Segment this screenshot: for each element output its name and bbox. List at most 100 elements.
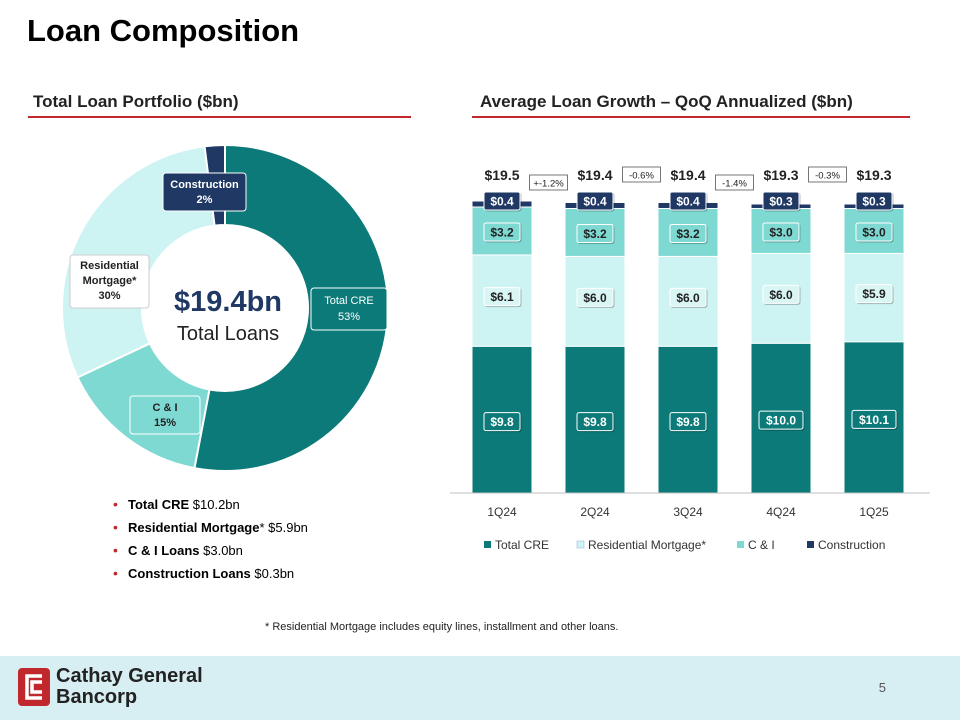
right-section-title: Average Loan Growth – QoQ Annualized ($b…	[480, 92, 853, 111]
stacked-bar-chart: $9.8 $6.1 $3.2 $0.4 $19.5 1Q24 $9.8 $6.0 $3.2 $0.…	[450, 166, 930, 552]
label-cre-4Q24-text: $10.0	[766, 414, 796, 428]
label-ci-3Q24: $3.2	[669, 223, 707, 243]
label-cre-1Q25-text: $10.1	[859, 413, 889, 427]
label-cre-2Q24: $9.8	[576, 412, 614, 432]
footnote: * Residential Mortgage includes equity l…	[265, 621, 619, 633]
label-construction-4Q24: $0.3	[762, 191, 800, 211]
legend-label-construction: Construction	[818, 538, 885, 552]
label-cre-3Q24-text: $9.8	[676, 415, 700, 429]
label-residential-1Q24-text: $6.1	[490, 290, 514, 304]
bar-total-1Q24: $19.5	[484, 167, 519, 183]
company-logo-text: Cathay General Bancorp	[56, 666, 203, 708]
label-construction-2Q24-text: $0.4	[583, 195, 607, 209]
donut-label-residential-pct: 30%	[98, 290, 120, 302]
label-cre-4Q24: $10.0	[758, 410, 804, 430]
growth-label-1: -0.6%	[622, 166, 661, 183]
bar-total-3Q24: $19.4	[670, 167, 705, 183]
label-cre-3Q24: $9.8	[669, 412, 707, 432]
label-residential-1Q25-text: $5.9	[862, 287, 886, 301]
footer-bar: Cathay General Bancorp 5	[0, 656, 960, 720]
legend-label-residential: Residential Mortgage*	[588, 538, 706, 552]
page-number: 5	[878, 680, 886, 695]
label-residential-1Q25: $5.9	[855, 284, 893, 304]
donut-label-residential-name-1: Residential	[80, 260, 139, 272]
label-cre-1Q25: $10.1	[851, 409, 897, 429]
donut-label-cre-pct: 53%	[338, 311, 360, 323]
legend-item-residential: Residential Mortgage*	[576, 538, 706, 552]
donut-label-ci: C & I 15%	[129, 395, 201, 435]
right-section-rule	[472, 116, 910, 118]
bullet-construction-bold: Construction Loans	[128, 566, 251, 581]
growth-label-text-2: -1.4%	[722, 179, 747, 190]
bullet-ci-value: $3.0bn	[199, 543, 243, 558]
left-section-title: Total Loan Portfolio ($bn)	[33, 92, 239, 111]
bullet-ci: C & I Loans $3.0bn	[112, 541, 308, 564]
legend-swatch-cre	[484, 541, 491, 548]
donut-label-construction: Construction 2%	[162, 172, 247, 212]
bar-total-2Q24: $19.4	[577, 167, 612, 183]
label-residential-1Q24: $6.1	[483, 287, 521, 307]
legend-label-ci: C & I	[748, 538, 775, 552]
label-ci-1Q24-text: $3.2	[490, 225, 514, 239]
bullet-construction: Construction Loans $0.3bn	[112, 564, 308, 587]
bar-total-4Q24: $19.3	[763, 167, 798, 183]
donut-label-construction-pct: 2%	[197, 194, 213, 206]
label-residential-3Q24-text: $6.0	[676, 291, 700, 305]
donut-label-ci-pct: 15%	[154, 417, 176, 429]
label-layer: $9.8 $6.1 $3.2 $0.4 $19.5 1Q24 $9.8 $6.0 $3.2 $0.…	[483, 166, 897, 519]
growth-label-text-3: -0.3%	[815, 171, 840, 182]
donut-label-residential: Residential Mortgage* 30%	[69, 254, 150, 309]
donut-label-cre: Total CRE 53%	[310, 287, 388, 331]
label-residential-2Q24: $6.0	[576, 287, 614, 307]
label-residential-4Q24: $6.0	[762, 284, 800, 304]
label-ci-1Q25-text: $3.0	[862, 225, 886, 239]
growth-label-text-1: -0.6%	[629, 171, 654, 182]
bar-layer	[471, 200, 905, 494]
label-construction-3Q24: $0.4	[669, 191, 707, 211]
label-construction-1Q25: $0.3	[855, 191, 893, 211]
label-cre-1Q24-text: $9.8	[490, 415, 514, 429]
growth-label-0: +-1.2%	[529, 174, 568, 191]
label-ci-2Q24-text: $3.2	[583, 227, 607, 241]
legend-item-cre: Total CRE	[484, 538, 549, 552]
donut-label-residential-name-2: Mortgage*	[83, 275, 138, 287]
label-construction-4Q24-text: $0.3	[769, 195, 793, 209]
bullet-cre-value: $10.2bn	[189, 497, 240, 512]
label-ci-3Q24-text: $3.2	[676, 227, 700, 241]
bullet-residential-bold: Residential Mortgage	[128, 520, 260, 535]
x-tick-3Q24: 3Q24	[673, 505, 703, 519]
growth-label-text-0: +-1.2%	[533, 179, 564, 190]
bullet-residential: Residential Mortgage* $5.9bn	[112, 518, 308, 541]
x-tick-1Q25: 1Q25	[859, 505, 889, 519]
bullet-cre: Total CRE $10.2bn	[112, 495, 308, 518]
x-tick-1Q24: 1Q24	[487, 505, 517, 519]
label-cre-2Q24-text: $9.8	[583, 415, 607, 429]
cathay-logo-icon	[18, 668, 50, 706]
donut-slice-cre	[193, 143, 389, 472]
label-ci-2Q24: $3.2	[576, 223, 614, 243]
legend-item-ci: C & I	[737, 538, 775, 552]
donut-label-construction-name: Construction	[170, 179, 239, 191]
bullet-construction-value: $0.3bn	[250, 566, 295, 581]
x-tick-4Q24: 4Q24	[766, 505, 796, 519]
label-ci-1Q25: $3.0	[855, 222, 893, 242]
growth-label-3: -0.3%	[808, 166, 847, 183]
growth-label-2: -1.4%	[715, 174, 754, 191]
donut-labels: Construction 2% Residential Mortgage* 30…	[69, 172, 388, 435]
legend-swatch-residential	[576, 540, 585, 549]
label-residential-2Q24-text: $6.0	[583, 291, 607, 305]
donut-label-ci-name: C & I	[152, 402, 177, 414]
label-construction-1Q25-text: $0.3	[862, 195, 886, 209]
label-cre-1Q24: $9.8	[483, 412, 521, 432]
x-tick-2Q24: 2Q24	[580, 505, 610, 519]
label-construction-1Q24-text: $0.4	[490, 195, 514, 209]
label-ci-4Q24: $3.0	[762, 222, 800, 242]
label-construction-1Q24: $0.4	[483, 191, 521, 211]
chart-legend: Total CRE Residential Mortgage* C & I Const…	[484, 538, 885, 552]
legend-swatch-construction	[807, 541, 814, 548]
donut-chart: Construction 2% Residential Mortgage* 30…	[61, 143, 389, 472]
legend-swatch-ci	[737, 541, 744, 548]
legend-label-cre: Total CRE	[495, 538, 549, 552]
label-construction-2Q24: $0.4	[576, 191, 614, 211]
label-residential-4Q24-text: $6.0	[769, 288, 793, 302]
